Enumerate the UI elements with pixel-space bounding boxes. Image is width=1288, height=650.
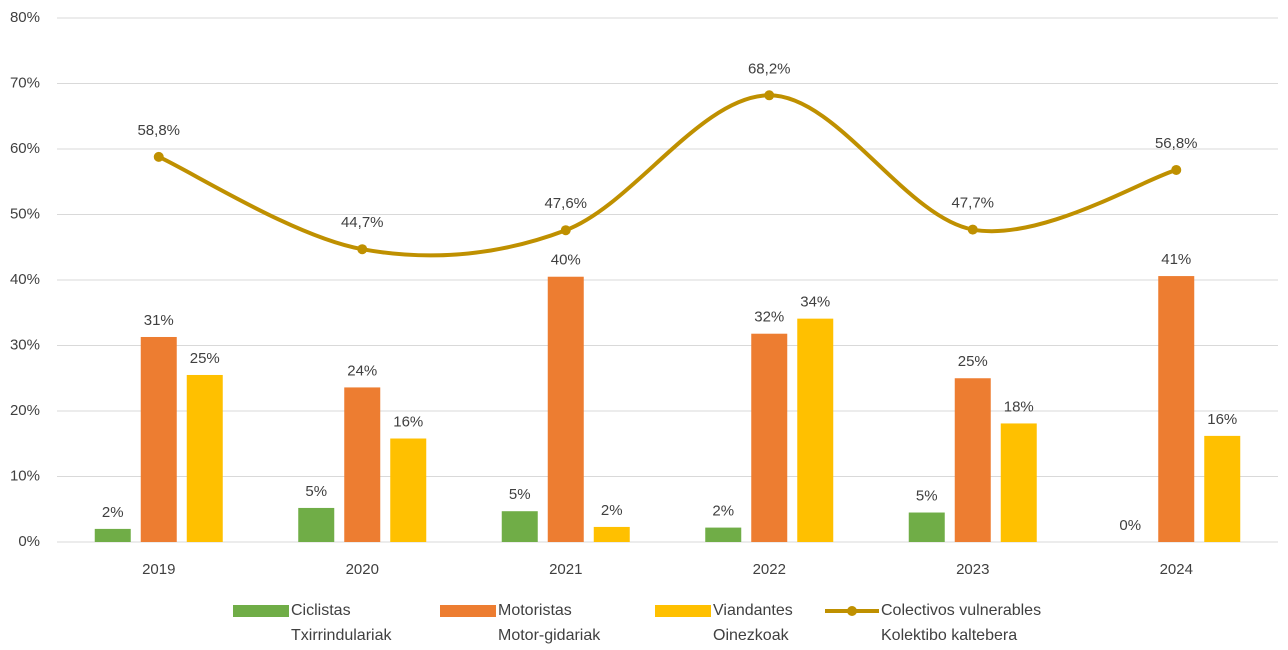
data-label: 34% [800, 294, 830, 311]
x-tick-label: 2021 [549, 561, 582, 578]
line-marker [153, 151, 164, 162]
bar [547, 276, 584, 542]
data-label: 47,6% [544, 195, 587, 212]
x-tick-label: 2023 [956, 561, 989, 578]
bar [390, 438, 427, 542]
bar [344, 387, 381, 542]
data-label: 5% [305, 483, 327, 500]
y-tick-label: 50% [10, 205, 40, 222]
data-label: 40% [551, 252, 581, 269]
data-label: 56,8% [1155, 135, 1198, 152]
legend-item: Colectivos vulnerables Kolektibo kaltebe… [825, 598, 1041, 648]
data-label: 25% [190, 350, 220, 367]
data-label: 16% [1207, 411, 1237, 428]
bar [1158, 276, 1195, 542]
x-tick-label: 2024 [1160, 561, 1193, 578]
y-tick-label: 20% [10, 402, 40, 419]
y-tick-label: 80% [10, 9, 40, 26]
legend-item: Viandantes Oinezkoak [655, 598, 793, 648]
legend-swatch [233, 605, 289, 617]
line-marker [357, 244, 368, 255]
legend-swatch [440, 605, 496, 617]
bar [797, 318, 834, 542]
line-marker [1171, 164, 1182, 175]
bar [501, 511, 538, 542]
bar [140, 336, 177, 542]
bar [94, 528, 131, 542]
bar [954, 378, 991, 542]
bar [705, 527, 742, 542]
y-tick-label: 70% [10, 74, 40, 91]
x-tick-label: 2019 [142, 561, 175, 578]
data-label: 58,8% [137, 122, 180, 139]
data-label: 2% [102, 504, 124, 521]
y-tick-label: 40% [10, 271, 40, 288]
data-label: 68,2% [748, 60, 791, 77]
y-tick-label: 0% [18, 533, 40, 550]
line-marker [560, 225, 571, 236]
legend: Ciclistas Txirrindulariak Motoristas Moto… [0, 598, 1288, 650]
data-label: 32% [754, 309, 784, 326]
legend-rect [233, 605, 289, 617]
line-marker [967, 224, 978, 235]
data-label: 0% [1119, 517, 1141, 534]
data-label: 31% [144, 312, 174, 329]
y-tick-label: 60% [10, 140, 40, 157]
data-label: 5% [916, 487, 938, 504]
y-tick-label: 10% [10, 467, 40, 484]
data-label: 5% [509, 486, 531, 503]
line-marker [764, 90, 775, 101]
data-label: 25% [958, 353, 988, 370]
legend-swatch [655, 605, 711, 617]
line [157, 93, 1177, 258]
x-tick-label: 2020 [346, 561, 379, 578]
legend-swatch [825, 606, 879, 616]
bar [593, 526, 630, 542]
legend-label: Motoristas Motor-gidariak [498, 602, 601, 644]
data-label: 47,7% [951, 195, 994, 212]
y-tick-label: 30% [10, 336, 40, 353]
data-label: 18% [1004, 398, 1034, 415]
bar [908, 512, 945, 542]
legend-marker [847, 606, 857, 616]
bar [298, 507, 335, 542]
bar [186, 374, 223, 542]
bar [1000, 423, 1037, 542]
chart: 0% 10% 20% 30% 40% 50% 60% 70% 80% 2019 2020 2021 20… [10, 9, 1278, 578]
legend-item: Ciclistas Txirrindulariak [233, 598, 391, 648]
legend-item: Motoristas Motor-gidariak [440, 598, 600, 648]
data-label: 44,7% [341, 214, 384, 231]
data-label: 2% [601, 502, 623, 519]
legend-rect [440, 605, 496, 617]
legend-label: Colectivos vulnerables Kolektibo kaltebe… [881, 602, 1042, 644]
bar [751, 333, 788, 542]
legend-label: Viandantes Oinezkoak [713, 602, 793, 644]
data-label: 16% [393, 413, 423, 430]
bar [1204, 435, 1241, 542]
x-tick-label: 2022 [753, 561, 786, 578]
legend-rect [655, 605, 711, 617]
legend-label: Ciclistas Txirrindulariak [291, 602, 392, 644]
data-label: 24% [347, 362, 377, 379]
data-label: 41% [1161, 251, 1191, 268]
data-label: 2% [712, 503, 734, 520]
